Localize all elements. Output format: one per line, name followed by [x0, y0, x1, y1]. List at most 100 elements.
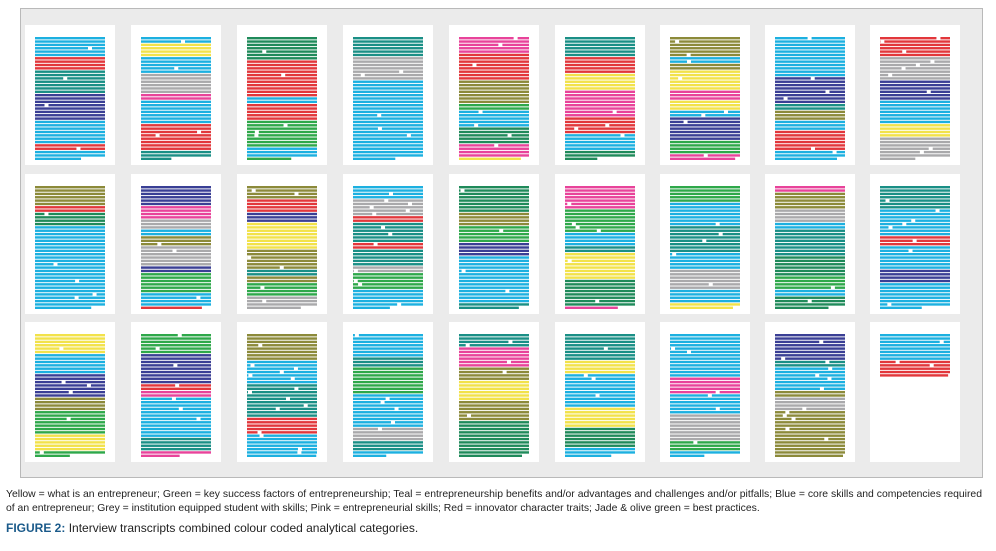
coded-line	[353, 394, 423, 397]
coded-line	[141, 107, 211, 110]
line-gap	[574, 127, 579, 131]
coded-line	[353, 306, 390, 309]
coded-line	[459, 407, 529, 411]
coded-line	[247, 97, 317, 100]
coded-line	[141, 263, 211, 266]
coded-line	[35, 97, 105, 100]
coded-line	[880, 242, 950, 246]
coded-line	[565, 444, 635, 447]
coded-line	[35, 276, 105, 279]
coded-line	[670, 53, 740, 57]
coded-line	[353, 374, 423, 377]
coded-line	[141, 104, 211, 107]
coded-line	[35, 384, 105, 387]
coded-line	[670, 219, 740, 222]
line-gap	[394, 407, 399, 411]
coded-line	[141, 397, 211, 401]
coded-line	[565, 357, 635, 360]
line-gap	[76, 147, 81, 151]
line-gap	[615, 157, 620, 161]
coded-line	[35, 340, 105, 344]
coded-line	[565, 263, 635, 266]
coded-line	[247, 357, 317, 360]
coded-line	[141, 289, 211, 293]
coded-line	[670, 150, 740, 154]
coded-line	[459, 337, 529, 340]
coded-line	[880, 202, 950, 206]
coded-line	[775, 246, 845, 249]
coded-line	[565, 196, 635, 199]
coded-line	[670, 209, 740, 212]
line-gap	[297, 447, 302, 451]
coded-line	[247, 390, 317, 394]
coded-line	[459, 249, 529, 253]
coded-line	[459, 441, 529, 444]
line-gap	[902, 222, 907, 226]
coded-line	[565, 364, 635, 367]
line-gap	[293, 367, 298, 371]
line-gap	[929, 363, 934, 367]
coded-line	[247, 150, 317, 154]
coded-line	[565, 107, 635, 110]
coded-line	[35, 407, 105, 411]
line-gap	[281, 73, 286, 77]
coded-line	[353, 83, 423, 87]
coded-line	[247, 226, 317, 229]
coded-line	[247, 437, 317, 441]
coded-line	[880, 50, 950, 53]
coded-line	[35, 299, 105, 303]
coded-line	[141, 110, 211, 114]
coded-line	[141, 404, 211, 407]
coded-line	[35, 199, 105, 202]
coded-line	[775, 70, 845, 73]
coded-line	[35, 444, 105, 447]
coded-line	[670, 417, 740, 421]
coded-line	[353, 454, 387, 457]
coded-line	[670, 273, 740, 276]
coded-line	[880, 107, 950, 110]
coded-line	[353, 189, 423, 192]
coded-line	[565, 407, 635, 411]
coded-line	[35, 137, 105, 140]
line-gap	[44, 212, 49, 216]
coded-line	[459, 444, 529, 447]
line-gap	[888, 73, 893, 77]
coded-line	[247, 424, 317, 427]
coded-line	[775, 63, 845, 67]
coded-line	[565, 47, 635, 50]
coded-line	[353, 150, 423, 154]
coded-line	[880, 37, 950, 40]
coded-line	[565, 434, 635, 437]
coded-line	[141, 454, 180, 457]
coded-line	[880, 273, 950, 276]
line-gap	[571, 222, 576, 226]
coded-line	[670, 57, 740, 60]
coded-line	[141, 87, 211, 90]
coded-line	[459, 40, 529, 43]
coded-line	[670, 384, 740, 387]
coded-line	[459, 90, 529, 93]
coded-line	[459, 421, 529, 424]
coded-line	[459, 67, 529, 70]
coded-line	[775, 242, 845, 246]
line-gap	[465, 343, 470, 347]
coded-line	[775, 414, 845, 417]
line-gap	[171, 397, 176, 401]
transcript-page	[237, 25, 327, 165]
coded-line	[880, 130, 950, 134]
coded-line	[353, 437, 423, 441]
coded-line	[35, 40, 105, 43]
coded-line	[459, 347, 529, 350]
coded-line	[880, 206, 950, 209]
line-gap	[567, 259, 572, 263]
coded-line	[353, 344, 423, 347]
line-gap	[157, 242, 162, 246]
coded-line	[353, 209, 423, 212]
line-gap	[888, 225, 893, 229]
coded-line	[35, 189, 105, 192]
coded-line	[247, 192, 317, 196]
coded-line	[247, 57, 317, 60]
coded-line	[35, 454, 70, 457]
coded-line	[459, 263, 529, 266]
